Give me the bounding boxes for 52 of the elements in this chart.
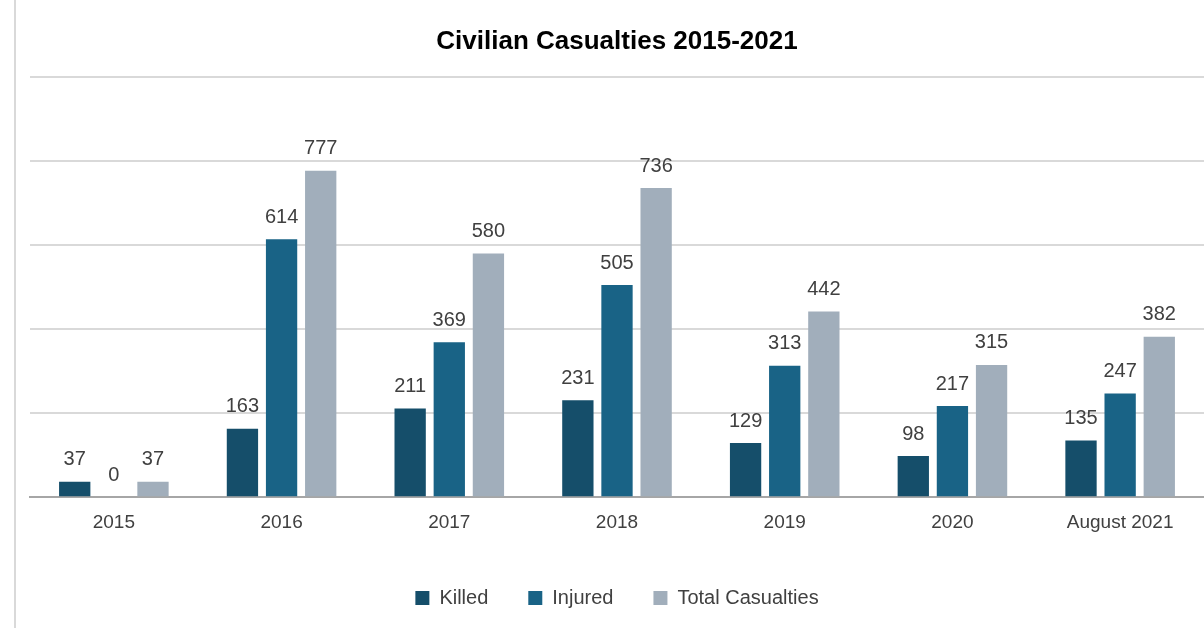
data-label: 382	[1142, 302, 1176, 325]
bar	[433, 342, 465, 497]
x-tick-label: 2016	[260, 510, 303, 532]
data-label: 37	[63, 447, 86, 470]
bar	[975, 364, 1008, 497]
data-label: 231	[561, 365, 595, 388]
bar	[562, 400, 594, 497]
data-label: 217	[935, 371, 970, 394]
data-label: 163	[225, 394, 260, 417]
bar	[601, 285, 633, 497]
x-tick-label: 2017	[428, 510, 471, 532]
bar	[729, 443, 762, 497]
bar	[1065, 440, 1097, 497]
data-label: 37	[141, 447, 165, 470]
x-tick-label: August 2021	[1066, 510, 1174, 532]
bar	[305, 170, 337, 497]
bar	[137, 481, 169, 497]
data-label: 313	[768, 331, 802, 354]
data-label: 369	[432, 307, 466, 330]
bar	[897, 456, 929, 497]
x-tick-label: 2019	[763, 510, 806, 532]
data-label: 736	[639, 153, 673, 176]
bar	[394, 408, 426, 497]
bar	[808, 311, 840, 497]
legend-label: Total Casualties	[677, 585, 819, 608]
bar	[265, 239, 298, 497]
bar	[640, 188, 672, 497]
legend-label: Killed	[439, 585, 489, 608]
bar	[1104, 393, 1136, 497]
bar	[936, 406, 969, 497]
x-tick-label: 2018	[595, 510, 639, 532]
bar	[472, 253, 505, 497]
data-label: 315	[974, 330, 1009, 353]
x-tick-label: 2015	[92, 510, 135, 532]
bar	[769, 365, 801, 497]
data-label: 211	[394, 374, 427, 397]
chart-title: Civilian Casualties 2015-2021	[436, 24, 798, 55]
bar	[59, 481, 91, 497]
data-label: 505	[600, 250, 634, 273]
data-label: 614	[264, 204, 299, 227]
data-label: 0	[108, 462, 120, 485]
bar	[1143, 336, 1175, 497]
data-label: 580	[471, 219, 506, 242]
legend-label: Injured	[552, 585, 614, 608]
data-label: 442	[807, 277, 841, 300]
data-label: 135	[1064, 406, 1098, 429]
data-label: 129	[728, 408, 763, 431]
data-label: 98	[902, 421, 925, 444]
data-label: 777	[304, 136, 338, 159]
data-label: 247	[1103, 358, 1137, 381]
x-tick-label: 2020	[931, 510, 974, 532]
bar	[226, 428, 259, 497]
